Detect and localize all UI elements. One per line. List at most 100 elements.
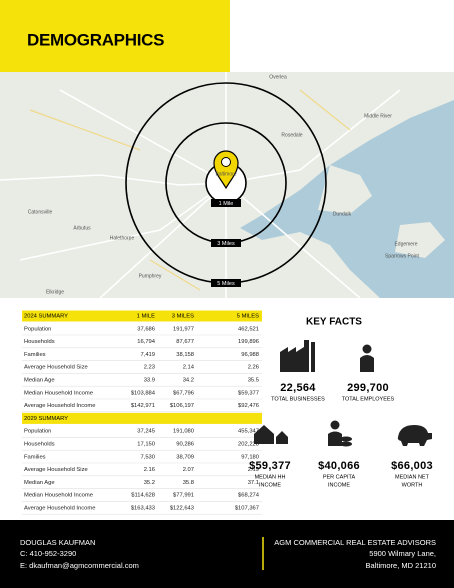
person-money-icon	[330, 420, 340, 430]
row-label: Average Household Size	[24, 365, 88, 371]
cell-value: 33.9	[144, 378, 155, 384]
column-header: 3 MILES	[172, 314, 194, 320]
cell-value: 199,896	[238, 339, 259, 345]
row-label: Households	[24, 442, 55, 448]
cell-value: 34.2	[183, 378, 194, 384]
cell-value: $107,367	[235, 506, 259, 512]
cell-value: $142,971	[131, 403, 155, 409]
house-icon	[254, 425, 288, 444]
page-title: DEMOGRAPHICS	[27, 30, 164, 49]
cell-value: 2.14	[183, 365, 195, 371]
cell-value: 16,794	[137, 339, 156, 345]
place-label: Pumphrey	[139, 273, 162, 279]
cell-value: 38,709	[176, 454, 194, 460]
fact-value: 22,564	[280, 382, 316, 394]
fact-value: $40,066	[318, 460, 360, 472]
row-label: Population	[24, 326, 51, 332]
cell-value: $77,991	[173, 493, 194, 499]
cell-value: $92,476	[238, 403, 259, 409]
ring-label: 5 Miles	[217, 281, 235, 287]
cell-value: $103,884	[131, 390, 156, 396]
map	[0, 72, 454, 299]
column-header: 1 MILE	[137, 314, 155, 320]
row-label: Median Household Income	[24, 493, 93, 499]
peninsula	[318, 165, 372, 214]
column-header: 5 MILES	[237, 314, 259, 320]
cell-value: 87,677	[176, 339, 194, 345]
row-label: Population	[24, 429, 51, 435]
ring-label-bg	[211, 279, 241, 287]
pin	[213, 150, 239, 190]
place-label: Halethorpe	[110, 235, 135, 241]
row-label: Families	[24, 352, 46, 358]
cell-value: 191,977	[173, 326, 194, 332]
ring-label-bg	[211, 239, 241, 247]
cell-value: 2.26	[248, 365, 259, 371]
cell-value: 2.19	[248, 467, 259, 473]
peninsula	[395, 222, 445, 258]
fact-value: 299,700	[347, 382, 389, 394]
person-icon	[362, 344, 372, 354]
place-label: Baltimore	[215, 171, 236, 177]
cell-value: 35.5	[248, 378, 259, 384]
pin-dot	[221, 157, 231, 167]
place-label: Sparrows Point	[385, 253, 420, 259]
cell-value: 2.07	[183, 467, 194, 473]
cell-value: $67,796	[173, 390, 194, 396]
fact-label: INCOME	[328, 482, 350, 488]
ring-label: 1 Mile	[219, 201, 234, 207]
row-label: Median Age	[24, 378, 55, 384]
cell-value: 7,530	[140, 454, 155, 460]
title-band	[0, 0, 230, 72]
cell-value: 37,245	[137, 429, 155, 435]
fact-label: TOTAL EMPLOYEES	[342, 396, 395, 402]
cell-value: $68,274	[238, 493, 260, 499]
cell-value: 35.2	[144, 480, 155, 486]
section-title: 2029 SUMMARY	[24, 416, 68, 422]
cell-value: 96,988	[241, 352, 259, 358]
fact-value: $59,377	[249, 460, 291, 472]
cell-value: 38,158	[176, 352, 194, 358]
fact-label: WORTH	[402, 482, 423, 488]
cell-value: 2.23	[144, 365, 155, 371]
agent-phone: C: 410-952-3290	[20, 549, 76, 558]
row-label: Families	[24, 454, 46, 460]
row-label: Average Household Income	[24, 506, 95, 512]
agent-name: DOUGLAS KAUFMAN	[20, 538, 95, 547]
highways	[29, 89, 351, 291]
place-label: Rosedale	[281, 132, 302, 138]
row-label: Median Household Income	[24, 390, 93, 396]
fact-value: $66,003	[391, 460, 433, 472]
agent-email: E: dkaufman@agmcommercial.com	[20, 561, 139, 570]
cell-value: $106,197	[170, 403, 194, 409]
section-header-bg	[22, 412, 262, 424]
company-street: 5900 Wilmary Lane,	[369, 549, 436, 558]
place-label: Edgemere	[394, 241, 417, 247]
fact-label: MEDIAN HH	[255, 474, 286, 480]
cell-value: $59,377	[238, 390, 259, 396]
cell-value: $122,643	[170, 506, 194, 512]
ring-label-bg	[211, 199, 241, 207]
cell-value: 35.8	[183, 480, 194, 486]
cell-value: $163,433	[131, 506, 155, 512]
cell-value: 191,080	[173, 429, 194, 435]
place-label: Arbutus	[73, 225, 91, 231]
row-label: Average Household Size	[24, 467, 88, 473]
section-header-bg	[22, 310, 262, 322]
company-name: AGM COMMERCIAL REAL ESTATE ADVISORS	[274, 538, 436, 547]
cell-value: 455,347	[238, 429, 259, 435]
fact-label: PER CAPITA	[323, 474, 356, 480]
cell-value: 462,521	[238, 326, 259, 332]
cell-value: 37,686	[137, 326, 155, 332]
place-label: Overlea	[269, 74, 287, 80]
piggy-icon	[397, 425, 432, 446]
coins-icon	[340, 436, 352, 442]
fact-label: INCOME	[259, 482, 281, 488]
coins-icon	[340, 441, 352, 447]
company-city: Baltimore, MD 21210	[366, 561, 436, 570]
key-facts-title: KEY FACTS	[306, 317, 362, 328]
factory-icon	[280, 340, 315, 372]
row-label: Median Age	[24, 480, 55, 486]
cell-value: 202,228	[238, 442, 259, 448]
place-label: Elkridge	[46, 289, 64, 295]
